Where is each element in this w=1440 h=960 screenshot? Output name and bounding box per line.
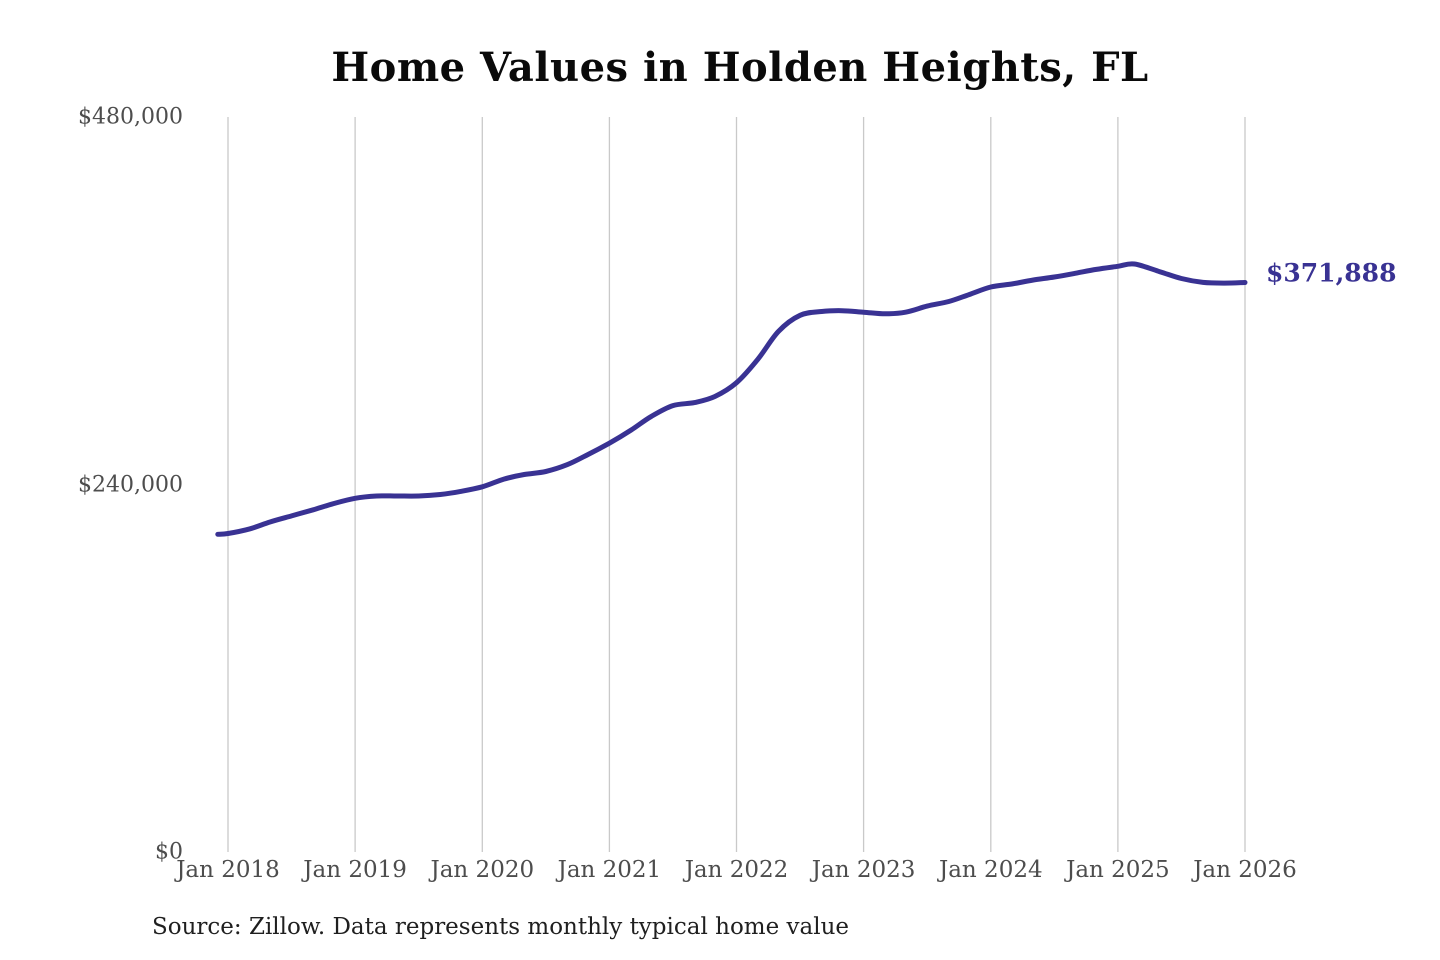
x-tick-label-jan-2026: Jan 2026	[1193, 857, 1297, 883]
x-tick-label-jan-2025: Jan 2025	[1066, 857, 1170, 883]
y-tick-label-240000: $240,000	[78, 472, 183, 497]
x-tick-label-jan-2020: Jan 2020	[430, 857, 535, 883]
last-value-label: $371,888	[1266, 258, 1397, 287]
source-note: Source: Zillow. Data represents monthly …	[152, 914, 850, 940]
x-tick-label-jan-2022: Jan 2022	[684, 857, 789, 883]
x-tick-label-jan-2018: Jan 2018	[176, 857, 280, 883]
x-tick-label-jan-2023: Jan 2023	[811, 857, 916, 883]
chart-title: Home Values in Holden Heights, FL	[331, 44, 1149, 91]
x-tick-label-jan-2019: Jan 2019	[303, 857, 407, 883]
y-tick-label-0: $0	[155, 839, 183, 865]
home-value-line	[215, 261, 1248, 537]
x-tick-label-jan-2021: Jan 2021	[557, 857, 662, 883]
x-tick-label-jan-2024: Jan 2024	[939, 857, 1043, 883]
gridlines	[227, 117, 1246, 852]
y-tick-label-480000: $480,000	[78, 104, 183, 130]
